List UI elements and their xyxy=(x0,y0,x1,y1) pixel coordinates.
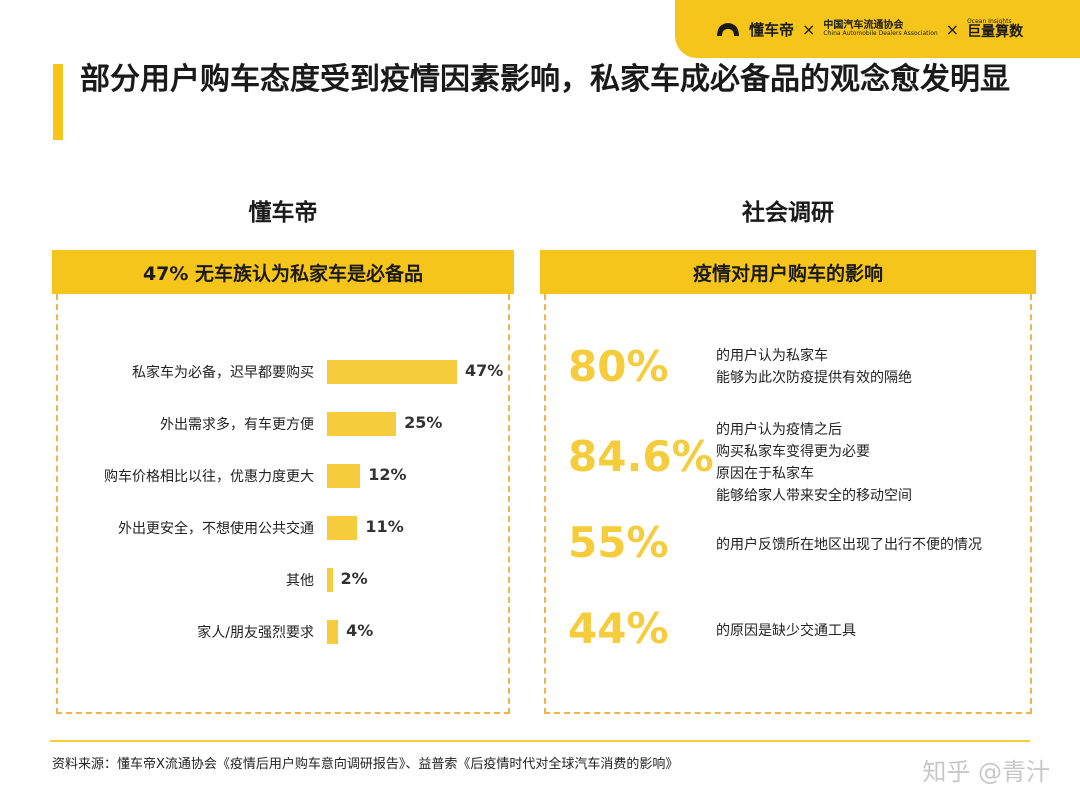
right-panel-box xyxy=(544,294,1032,714)
brand-logo-dongchedi: 懂车帝 xyxy=(749,20,795,39)
brand-logo-cada: 中国汽车流通协会 China Automobile Dealers Associ… xyxy=(823,20,938,37)
title-accent-bar xyxy=(53,64,63,140)
left-panel-header: 47% 无车族认为私家车是必备品 xyxy=(52,250,514,294)
bar-value-label: 11% xyxy=(365,517,404,536)
stat-description: 的用户认为疫情之后 购买私家车变得更为必要 原因在于私家车 能够给家人带来安全的… xyxy=(716,422,912,504)
stat-description: 的用户认为私家车 能够为此次防疫提供有效的隔绝 xyxy=(716,348,912,386)
bar xyxy=(327,412,397,436)
bar-category-label: 外出更安全，不想使用公共交通 xyxy=(118,521,314,537)
bar xyxy=(327,464,361,488)
stat-value: 55% xyxy=(568,518,669,567)
source-note: 资料来源：懂车帝X流通协会《疫情后用户购车意向调研报告》、益普索《后疫情时代对全… xyxy=(52,757,679,772)
bar-category-label: 购车价格相比以往，优惠力度更大 xyxy=(104,469,314,485)
left-section-title: 懂车帝 xyxy=(248,200,318,226)
stat-description: 的原因是缺少交通工具 xyxy=(716,623,856,639)
bar-value-label: 4% xyxy=(346,621,374,640)
stat-value: 84.6% xyxy=(568,432,714,481)
brand-separator: × xyxy=(802,19,816,39)
bar-category-label: 外出需求多，有车更方便 xyxy=(160,417,314,433)
bar-category-label: 其他 xyxy=(286,573,314,589)
bar-category-label: 家人/朋友强烈要求 xyxy=(197,625,314,641)
bar-value-label: 25% xyxy=(404,413,443,432)
stat-value: 44% xyxy=(568,604,669,653)
bar-value-label: 2% xyxy=(340,569,368,588)
page-title: 部分用户购车态度受到疫情因素影响，私家车成必备品的观念愈发明显 xyxy=(80,62,1010,97)
brand-logo-ocean: Ocean Insights 巨量算数 xyxy=(967,18,1024,40)
car-logo-icon xyxy=(717,23,739,36)
bar-value-label: 47% xyxy=(465,361,504,380)
stat-value: 80% xyxy=(568,342,669,391)
right-panel-header: 疫情对用户购车的影响 xyxy=(540,250,1036,294)
footer-divider xyxy=(50,740,1030,742)
bar xyxy=(327,620,339,644)
bar-category-label: 私家车为必备，迟早都要购买 xyxy=(132,365,314,381)
bar xyxy=(327,516,358,540)
bar xyxy=(327,360,457,384)
left-panel-box xyxy=(56,294,510,714)
watermark: 知乎 @青汁 xyxy=(922,758,1050,786)
brand-separator-2: × xyxy=(945,19,960,39)
right-section-title: 社会调研 xyxy=(742,200,834,226)
bar-value-label: 12% xyxy=(368,465,407,484)
stat-description: 的用户反馈所在地区出现了出行不便的情况 xyxy=(716,537,982,553)
brand-banner: 懂车帝 × 中国汽车流通协会 China Automobile Dealers … xyxy=(675,0,1080,58)
bar xyxy=(327,568,333,592)
